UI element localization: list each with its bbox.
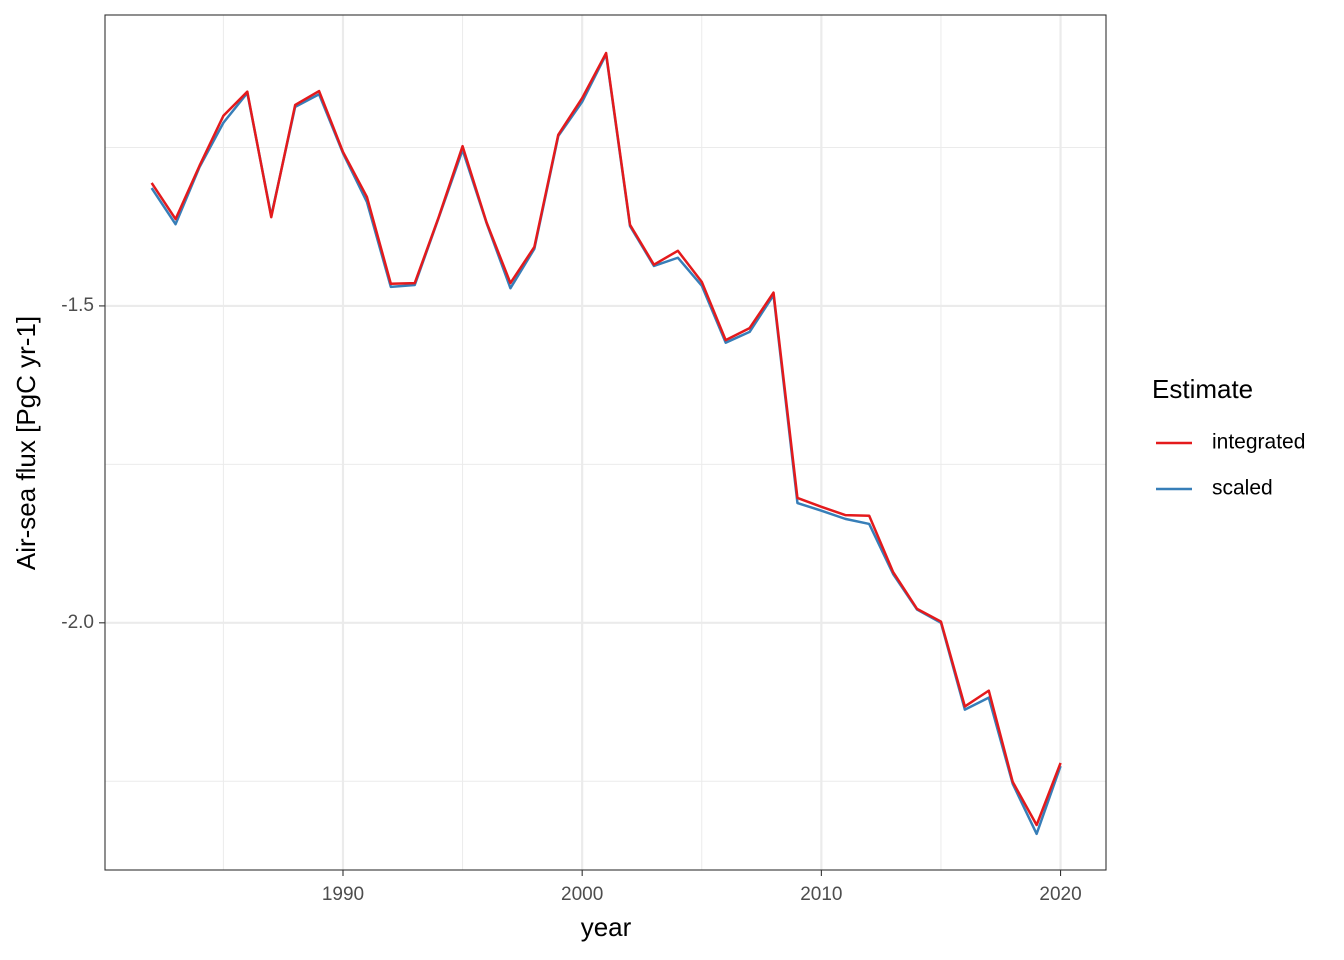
x-tick-label: 2020 [1039, 884, 1081, 905]
y-tick-label: -1.5 [61, 295, 94, 316]
series-line [150, 51, 1062, 827]
y-tick-label: -2.0 [61, 612, 94, 633]
x-tick-label: 2010 [800, 884, 842, 905]
x-tick-label: 2000 [561, 884, 603, 905]
y-axis-label: Air-sea flux [PgC yr-1] [11, 316, 41, 570]
x-axis-label: year [581, 912, 632, 942]
legend-title: Estimate [1152, 374, 1253, 404]
legend-label: integrated [1212, 431, 1305, 454]
plot-border [104, 14, 1107, 871]
x-tick-label: 1990 [322, 884, 364, 905]
legend-label: scaled [1212, 477, 1273, 500]
